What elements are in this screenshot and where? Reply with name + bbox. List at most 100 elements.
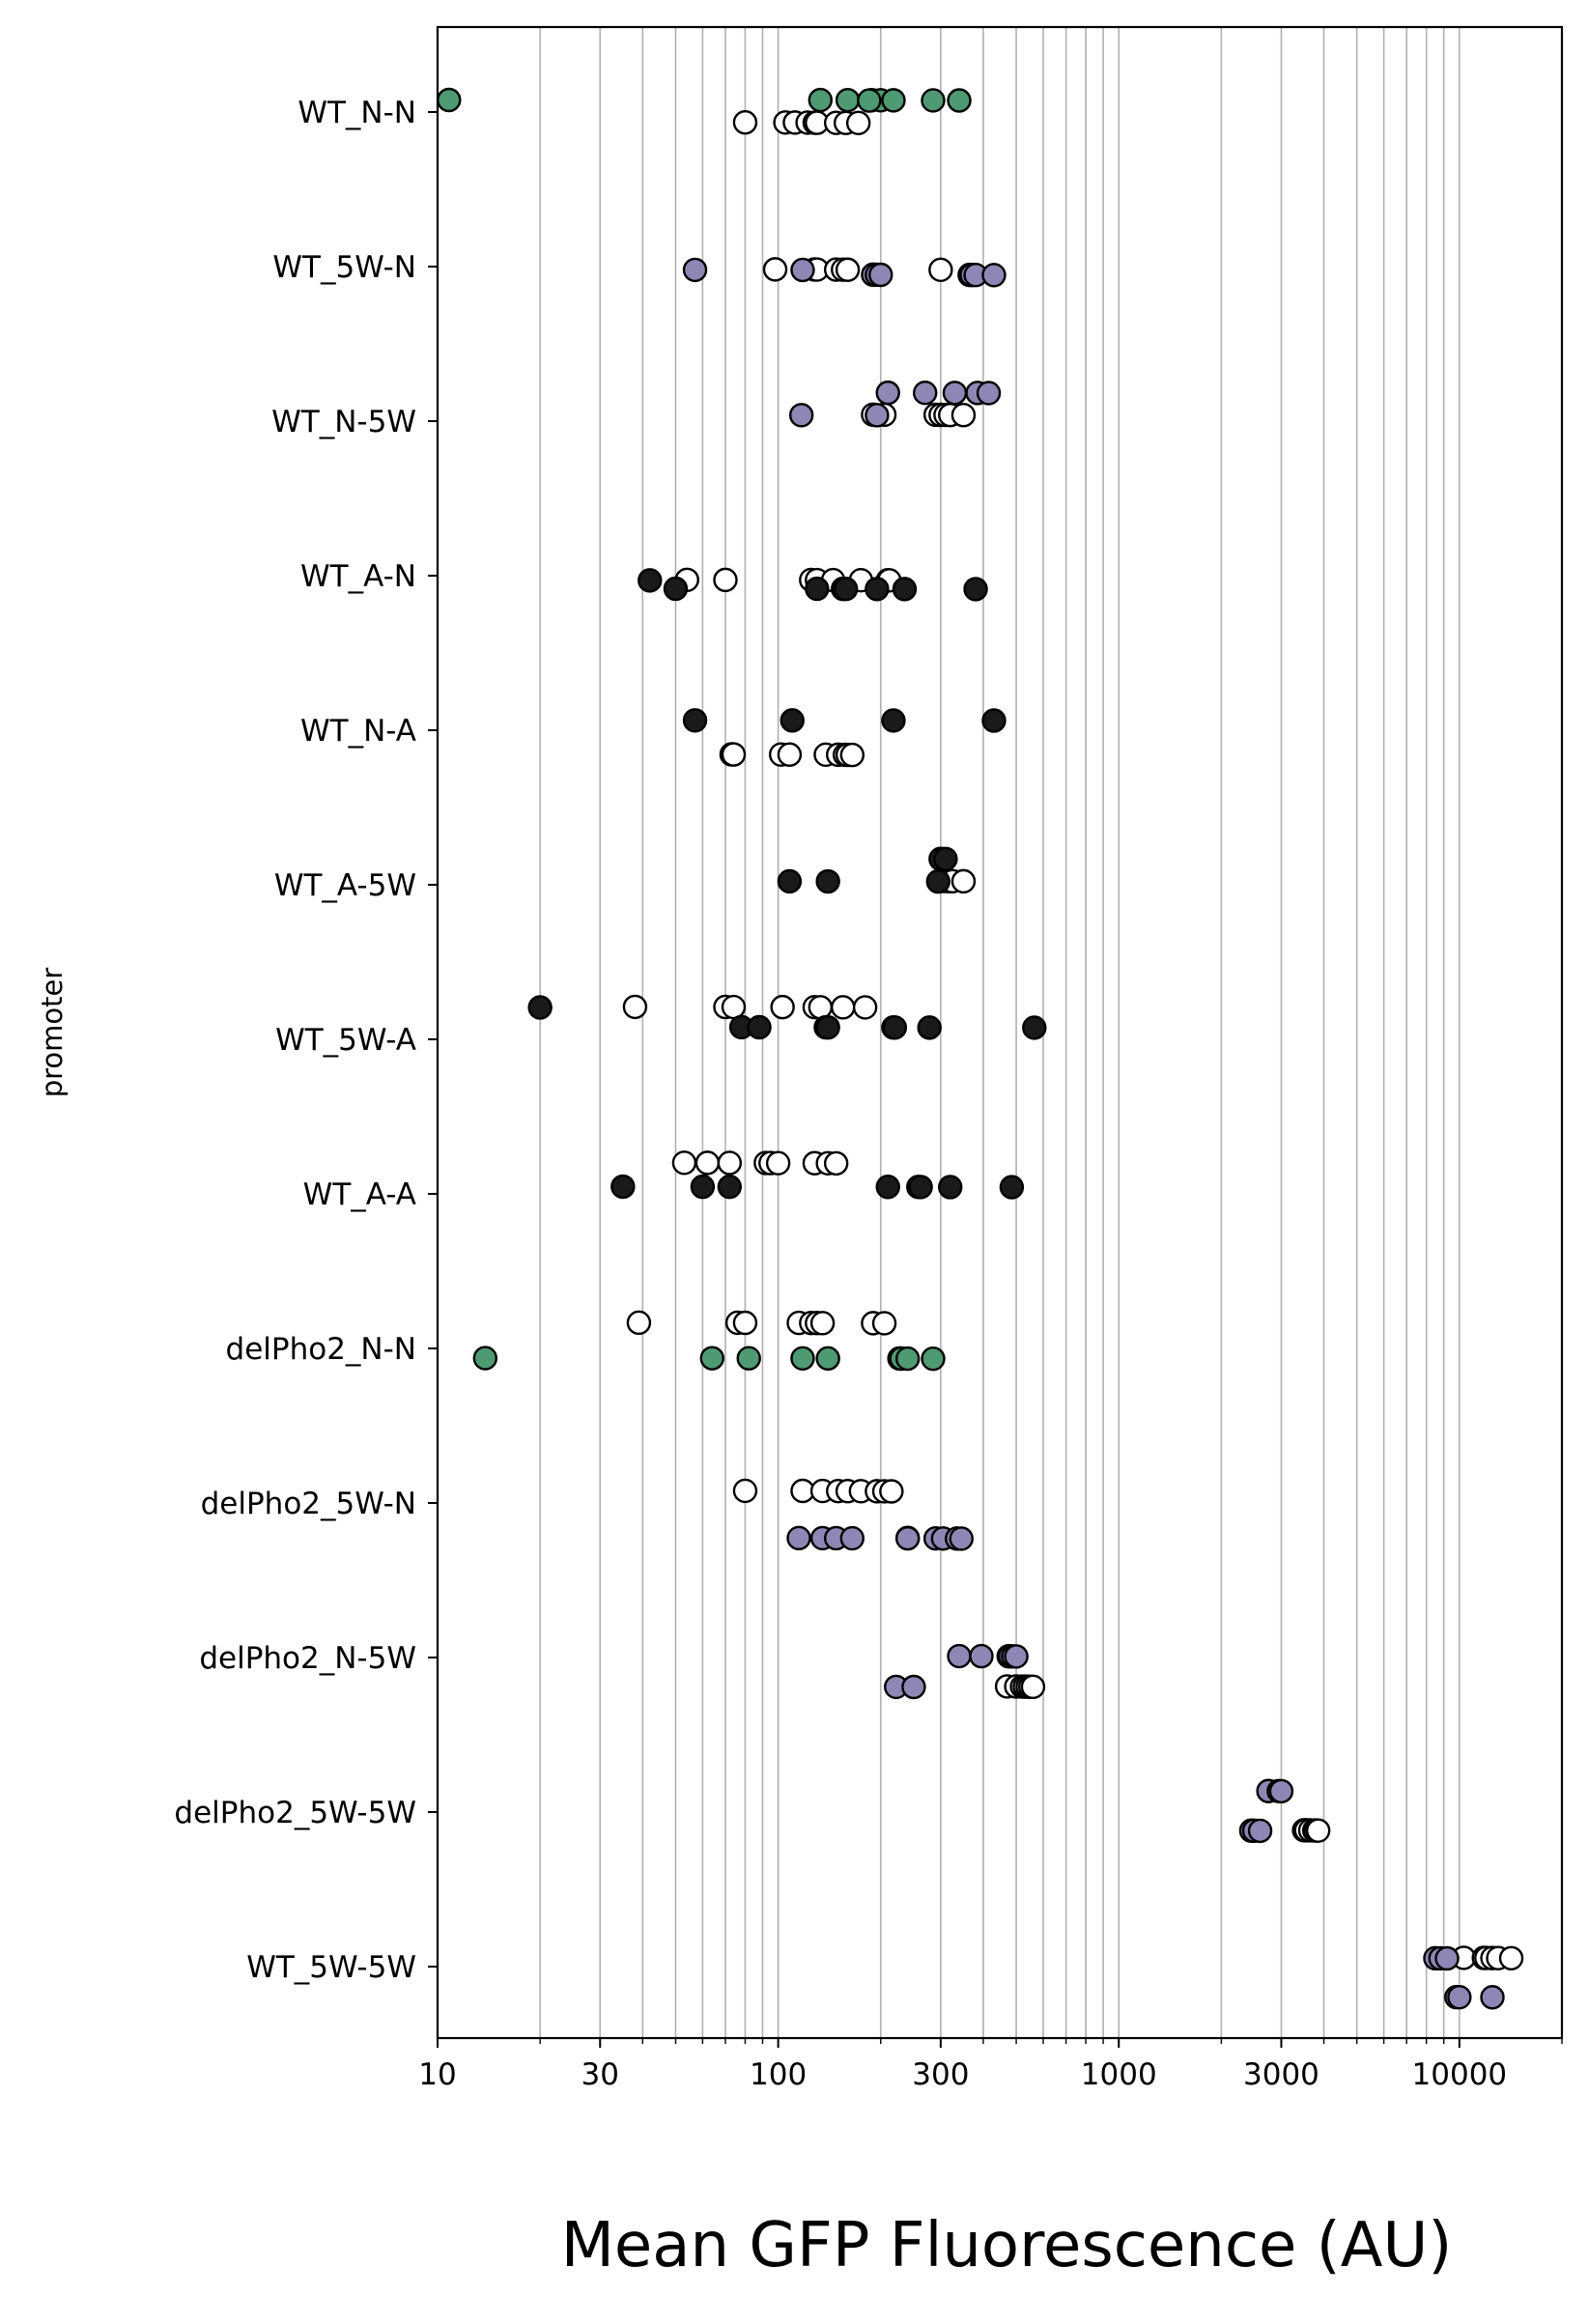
data-point-green [808,87,833,113]
data-point-purple [1434,1945,1460,1971]
data-point-purple [976,381,1002,406]
data-point-black [917,1015,942,1040]
x-tick-label: 1000 [1081,2057,1157,2092]
data-point-white [671,1150,697,1176]
data-point-green [736,1346,761,1371]
data-point-purple [969,1643,994,1669]
y-tick-label: WT_A-5W [274,868,416,903]
data-point-purple [1447,1984,1472,2010]
data-point-black [527,995,553,1020]
data-point-green [947,88,972,113]
data-point-black [682,708,708,733]
data-points [437,87,1524,2010]
data-point-white [831,995,856,1020]
data-point-green [437,87,462,113]
data-point-black [780,708,805,733]
x-axis-ticks: 10 30 100 300 1000 3000 10000 [418,2038,1563,2092]
data-point-white [839,742,865,768]
y-tick-label: delPho2_N-5W [199,1641,416,1676]
data-point-white [852,995,878,1020]
x-tick-label: 10 [418,2057,456,2092]
data-point-white [879,1479,904,1504]
y-tick-label: WT_5W-N [272,250,416,285]
data-point-purple [1480,1985,1505,2010]
data-point-purple [981,263,1007,288]
data-point-black [925,868,950,894]
data-point-white [762,257,788,282]
y-tick-label: WT_N-A [300,714,416,749]
data-point-purple [1247,1818,1273,1844]
data-point-white [713,567,738,593]
y-tick-label: WT_A-N [300,559,416,594]
data-point-white [732,1310,758,1336]
data-point-purple [786,1525,811,1551]
data-point-white [871,1311,897,1336]
data-point-green [699,1346,724,1371]
data-point-white [835,257,861,282]
data-point-purple [682,257,708,283]
data-point-green [835,87,861,113]
data-point-black [938,1175,963,1200]
y-tick-label: WT_N-N [298,96,416,130]
data-point-purple [790,257,815,283]
y-axis-title: promoter [36,968,69,1098]
data-point-black [1022,1015,1047,1040]
data-point-white [950,868,977,894]
data-point-white [777,742,803,767]
data-point-white [765,1150,791,1176]
data-point-purple [949,1526,974,1551]
data-point-black [663,576,689,602]
data-point-black [833,576,859,602]
data-point-green [921,88,946,113]
data-point-black [933,846,958,871]
data-point-purple [839,1525,865,1551]
data-point-purple [868,262,893,288]
x-tick-label: 10000 [1412,2057,1508,2092]
data-point-black [690,1174,716,1200]
y-tick-label: WT_5W-5W [246,1950,416,1985]
y-axis-ticks: WT_N-N WT_5W-N WT_N-5W WT_A-N WT_N-A WT_A-5W W… [174,96,438,1985]
data-point-purple [1268,1778,1294,1804]
data-point-white [845,110,871,136]
data-point-purple [913,380,938,406]
data-point-black [999,1175,1025,1200]
y-tick-label: WT_A-A [303,1177,416,1212]
y-tick-label: WT_5W-A [275,1023,416,1058]
data-point-black [610,1174,636,1200]
data-point-green [472,1346,498,1371]
y-tick-label: delPho2_5W-5W [174,1796,416,1830]
data-point-purple [788,403,814,428]
data-point-green [790,1346,815,1371]
data-point-white [721,994,747,1020]
data-point-purple [901,1674,926,1700]
x-tick-label: 30 [581,2057,619,2092]
data-point-purple [1004,1644,1029,1669]
data-point-white [770,994,795,1020]
data-point-white [695,1150,721,1176]
data-point-black [882,1015,908,1040]
y-tick-label: delPho2_N-N [226,1332,416,1367]
data-point-green [881,88,906,113]
data-point-green [921,1346,946,1372]
data-point-purple [942,381,968,406]
data-point-black [908,1175,933,1200]
data-point-black [865,577,890,602]
data-point-white [809,1311,836,1336]
data-point-white [626,1310,652,1336]
data-point-green [815,1346,840,1372]
data-point-white [717,1150,743,1176]
data-point-white [928,257,953,283]
data-point-white [1305,1818,1331,1843]
y-tick-label: WT_N-5W [271,405,416,439]
data-point-black [815,868,840,894]
data-point-white [950,403,977,428]
data-point-white [721,742,747,767]
data-point-white [808,995,833,1020]
x-axis-title: Mean GFP Fluorescence (AU) [560,2210,1453,2281]
x-tick-label: 100 [750,2057,807,2092]
data-point-black [981,708,1007,733]
data-point-white [622,994,648,1020]
data-point-purple [865,403,890,428]
